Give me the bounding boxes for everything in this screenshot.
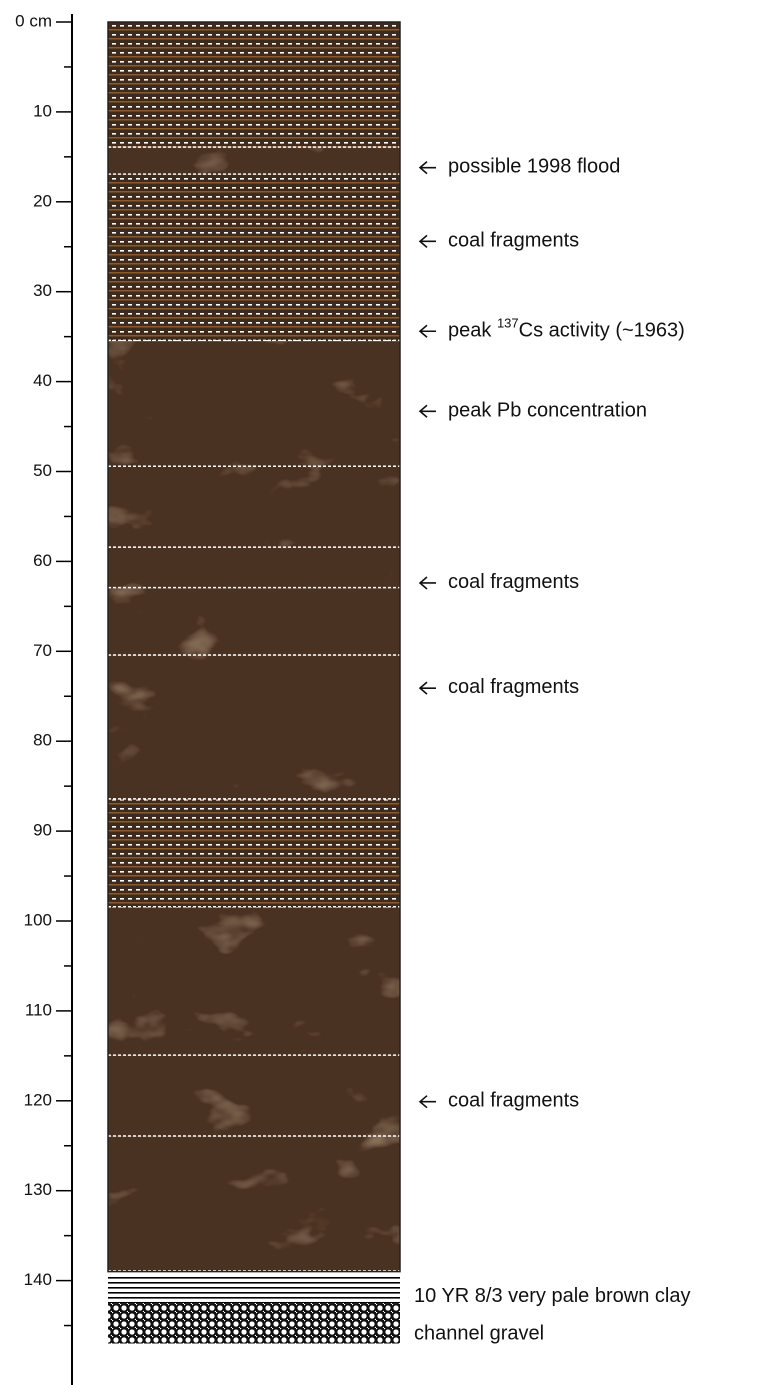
core-layer [108, 656, 400, 800]
annotation: coal fragments [448, 230, 579, 252]
annotation-label-rest: Cs activity (~1963) [519, 320, 685, 342]
core-layer [108, 548, 400, 588]
arrow [420, 1096, 436, 1108]
core-layer [108, 800, 400, 908]
core-layer [108, 1137, 400, 1272]
annotation-superscript: 137 [497, 316, 519, 331]
core-layer [108, 341, 400, 467]
arrow [420, 162, 436, 174]
tick-label: 20 [33, 191, 52, 210]
annotation: channel gravel [414, 1323, 544, 1345]
annotation-label: coal fragments [448, 1090, 579, 1112]
arrow [420, 325, 436, 337]
annotation-label: possible 1998 flood [448, 156, 620, 178]
annotation: coal fragments [448, 1090, 579, 1112]
arrow [420, 577, 436, 589]
tick-label: 140 [24, 1270, 52, 1289]
tick-label: 90 [33, 821, 52, 840]
tick-label: 10 [33, 101, 52, 120]
tick-label: 50 [33, 461, 52, 480]
core-layer [108, 1303, 400, 1343]
tick-label: 60 [33, 551, 52, 570]
annotation-label: coal fragments [448, 230, 579, 252]
tick-label: 30 [33, 281, 52, 300]
arrow [420, 682, 436, 694]
core-layer [108, 148, 400, 175]
annotation: peak Pb concentration [448, 400, 647, 422]
arrow [420, 235, 436, 247]
annotation: possible 1998 flood [448, 156, 620, 178]
annotation-label: peak Pb concentration [448, 400, 647, 422]
annotation-label: channel gravel [414, 1323, 544, 1345]
annotation: 10 YR 8/3 very pale brown clay [414, 1285, 690, 1307]
annotation-label: coal fragments [448, 571, 579, 593]
core-layer [108, 588, 400, 655]
core-layer [108, 1056, 400, 1137]
tick-label: 70 [33, 641, 52, 660]
core-diagram: 0 cm 10 20 30 40 50 60 70 80 90 100 110 120 130 140 pos… [0, 0, 757, 1385]
tick-label: 80 [33, 731, 52, 750]
annotation-label: coal fragments [448, 676, 579, 698]
arrow [420, 405, 436, 417]
annotation-label: peak [448, 320, 497, 342]
annotation-label: 10 YR 8/3 very pale brown clay [414, 1285, 690, 1307]
core-layer [108, 1276, 400, 1303]
page: 0 cm 10 20 30 40 50 60 70 80 90 100 110 120 130 140 pos… [0, 0, 757, 1385]
annotation: coal fragments [448, 676, 579, 698]
tick-label: 130 [24, 1180, 52, 1199]
tick-label: 40 [33, 371, 52, 390]
annotation: peak 137Cs activity (~1963) [448, 316, 685, 342]
tick-label: 120 [24, 1090, 52, 1109]
core-layer [108, 22, 400, 148]
annotation: coal fragments [448, 571, 579, 593]
tick-label: 0 cm [15, 11, 52, 30]
core-layer [108, 908, 400, 1056]
tick-label: 110 [25, 1000, 52, 1019]
core-layer [108, 467, 400, 548]
tick-label: 100 [24, 910, 52, 929]
core-layer [108, 175, 400, 341]
